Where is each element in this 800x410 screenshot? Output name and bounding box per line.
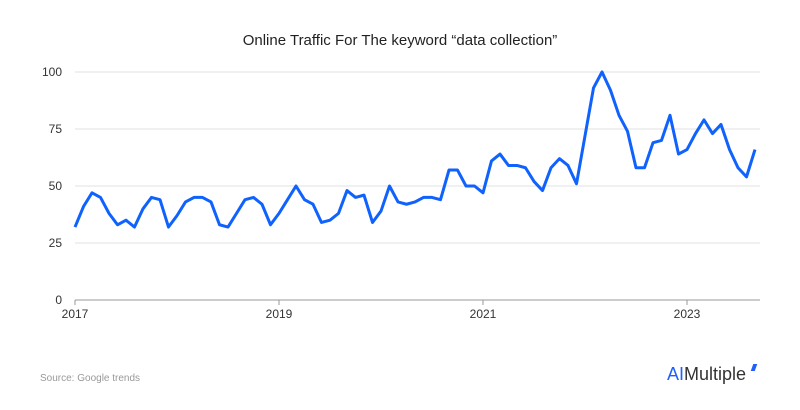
y-tick-label: 100 <box>42 65 62 79</box>
y-tick-label: 50 <box>49 179 63 193</box>
x-tick-label: 2021 <box>470 307 497 321</box>
source-note: Source: Google trends <box>40 373 141 384</box>
chart-title: Online Traffic For The keyword “data col… <box>242 32 558 49</box>
y-tick-label: 75 <box>49 122 63 136</box>
logo-rest: Multiple <box>684 364 747 384</box>
series-line <box>73 70 757 229</box>
y-tick-label: 25 <box>49 236 63 250</box>
aimultiple-logo: AIMultiple <box>667 364 746 385</box>
y-tick-label: 0 <box>55 293 62 307</box>
logo-ai: AI <box>667 364 685 384</box>
x-tick-label: 2019 <box>266 307 293 321</box>
x-tick-label: 2023 <box>674 307 701 321</box>
x-tick-label: 2017 <box>62 307 89 321</box>
